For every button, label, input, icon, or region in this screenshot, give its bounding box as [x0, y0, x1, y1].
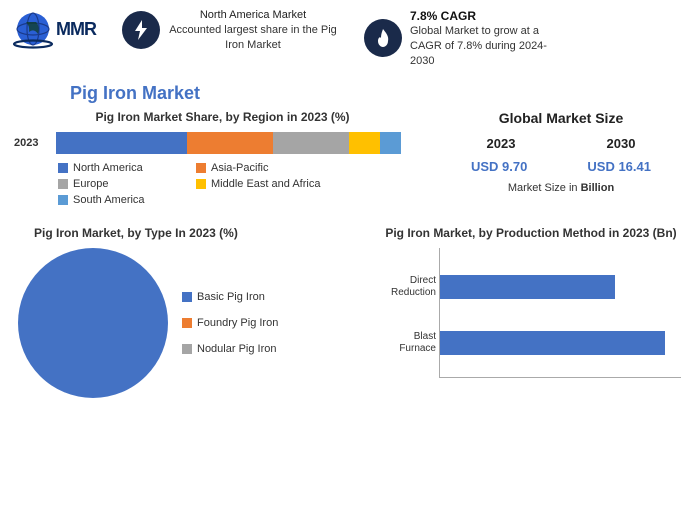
bolt-icon	[132, 19, 150, 41]
region-legend-item: South America	[58, 194, 178, 206]
legend-swatch	[58, 179, 68, 189]
type-legend-item: Basic Pig Iron	[182, 291, 278, 303]
production-chart-title: Pig Iron Market, by Production Method in…	[381, 226, 681, 240]
flame-icon	[374, 27, 392, 49]
region-legend-item: North America	[58, 162, 178, 174]
region-stacked-bar	[56, 132, 401, 154]
legend-swatch	[196, 179, 206, 189]
legend-label: North America	[73, 162, 143, 174]
fact-left-body: Accounted largest share in the Pig Iron …	[168, 23, 338, 53]
production-bar	[440, 275, 615, 299]
production-chart-section: Pig Iron Market, by Production Method in…	[381, 226, 681, 398]
legend-swatch	[58, 195, 68, 205]
gms-note: Market Size in Billion	[441, 182, 681, 194]
header: MMR North America Market Accounted large…	[0, 0, 695, 73]
gms-val-1: USD 16.41	[587, 159, 651, 174]
fact-right-title: 7.8% CAGR	[410, 8, 570, 24]
production-bar-chart: Direct Reduction Blast Furnace	[439, 248, 681, 378]
region-legend: North America Asia-Pacific Europe Middle Ea…	[14, 162, 431, 206]
fact-left-title: North America Market	[168, 8, 338, 23]
legend-swatch	[182, 318, 192, 328]
type-legend-item: Foundry Pig Iron	[182, 317, 278, 329]
global-market-size: Global Market Size 2023 2030 USD 9.70 US…	[441, 110, 681, 220]
legend-label: Basic Pig Iron	[197, 291, 265, 303]
region-seg-north-america	[56, 132, 187, 154]
type-legend-item: Nodular Pig Iron	[182, 343, 278, 355]
region-seg-europe	[273, 132, 349, 154]
gms-note-prefix: Market Size in	[508, 182, 581, 194]
production-bar	[440, 331, 665, 355]
legend-swatch	[58, 163, 68, 173]
main-title: Pig Iron Market	[70, 83, 695, 104]
type-pie-chart	[18, 248, 168, 398]
production-bar-label: Direct Reduction	[384, 275, 440, 299]
region-chart-section: Pig Iron Market Share, by Region in 2023…	[14, 110, 431, 220]
region-seg-asia-pacific	[187, 132, 273, 154]
gms-val-0: USD 9.70	[471, 159, 527, 174]
region-legend-item: Asia-Pacific	[196, 162, 316, 174]
production-bar-row: Direct Reduction	[440, 275, 681, 299]
upper-content: Pig Iron Market Share, by Region in 2023…	[0, 110, 695, 220]
type-chart-title: Pig Iron Market, by Type In 2023 (%)	[14, 226, 371, 240]
fact-right-body: Global Market to grow at a CAGR of 7.8% …	[410, 24, 570, 69]
production-bar-label: Blast Furnace	[384, 331, 440, 355]
bolt-badge	[122, 11, 160, 49]
region-seg-south-america	[380, 132, 401, 154]
fact-right: 7.8% CAGR Global Market to grow at a CAG…	[364, 8, 570, 69]
logo: MMR	[12, 8, 96, 50]
type-legend: Basic Pig Iron Foundry Pig Iron Nodular Pi…	[182, 291, 278, 355]
region-legend-item: Europe	[58, 178, 178, 190]
region-legend-item: Middle East and Africa	[196, 178, 320, 190]
legend-swatch	[182, 344, 192, 354]
legend-swatch	[196, 163, 206, 173]
globe-icon	[12, 8, 54, 50]
gms-title: Global Market Size	[441, 110, 681, 126]
region-chart-title: Pig Iron Market Share, by Region in 2023…	[14, 110, 431, 124]
legend-swatch	[182, 292, 192, 302]
gms-note-bold: Billion	[581, 182, 615, 194]
legend-label: Middle East and Africa	[211, 178, 320, 190]
legend-label: Europe	[73, 178, 108, 190]
region-chart-row-label: 2023	[14, 137, 48, 149]
legend-label: Nodular Pig Iron	[197, 343, 277, 355]
type-chart-section: Pig Iron Market, by Type In 2023 (%) Bas…	[14, 226, 371, 398]
gms-year-0: 2023	[487, 136, 516, 151]
legend-label: Foundry Pig Iron	[197, 317, 278, 329]
flame-badge	[364, 19, 402, 57]
gms-year-1: 2030	[607, 136, 636, 151]
fact-left: North America Market Accounted largest s…	[122, 8, 338, 53]
production-bar-row: Blast Furnace	[440, 331, 681, 355]
region-seg-middle-east-and-africa	[349, 132, 380, 154]
logo-text: MMR	[56, 19, 96, 40]
legend-label: Asia-Pacific	[211, 162, 268, 174]
lower-content: Pig Iron Market, by Type In 2023 (%) Bas…	[0, 220, 695, 398]
legend-label: South America	[73, 194, 145, 206]
